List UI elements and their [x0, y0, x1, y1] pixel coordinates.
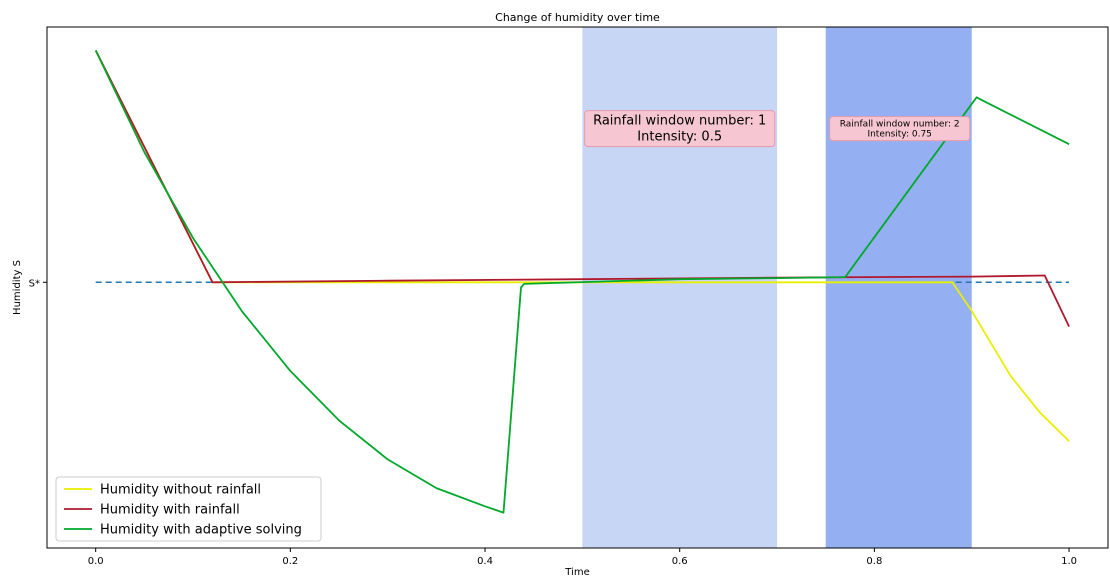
rainfall-window-1 [582, 27, 778, 548]
plot-frame [46, 26, 1109, 549]
annotation-title-1: Rainfall window number: 1 [593, 114, 766, 129]
annotation-intensity-1: Intensity: 0.5 [637, 130, 722, 145]
x-tick-label: 0.6 [672, 556, 688, 567]
chart-title: Change of humidity over time [495, 11, 660, 24]
y-axis-label: Humidity S [12, 260, 23, 315]
series-line-3 [94, 50, 1070, 514]
x-axis-ticks: 0.0 0.2 0.4 0.6 0.8 1.0 [88, 548, 1077, 567]
legend-label: Humidity with rainfall [100, 503, 240, 518]
x-tick-label: 1.0 [1061, 556, 1077, 567]
x-tick-label: 0.4 [477, 556, 493, 567]
x-axis-label: Time [564, 567, 589, 577]
x-tick-label: 0.8 [866, 556, 882, 567]
annotation-box-1 [584, 110, 776, 148]
series-lines [94, 49, 1070, 514]
legend: Humidity without rainfall Humidity with r… [55, 476, 322, 542]
legend-label: Humidity with adaptive solving [100, 523, 302, 538]
rainfall-window-2 [825, 27, 972, 548]
y-tick-label: S* [29, 278, 40, 289]
x-tick-label: 0.2 [282, 556, 298, 567]
legend-box [55, 476, 322, 542]
x-tick-label: 0.0 [88, 556, 104, 567]
legend-label: Humidity without rainfall [100, 483, 261, 498]
annotation-intensity-2: Intensity: 0.75 [867, 130, 931, 140]
annotation-box-2 [829, 116, 971, 142]
y-axis-ticks: S* [29, 278, 47, 289]
annotation-title-2: Rainfall window number: 2 [840, 120, 960, 130]
rainfall-regions [582, 27, 972, 548]
